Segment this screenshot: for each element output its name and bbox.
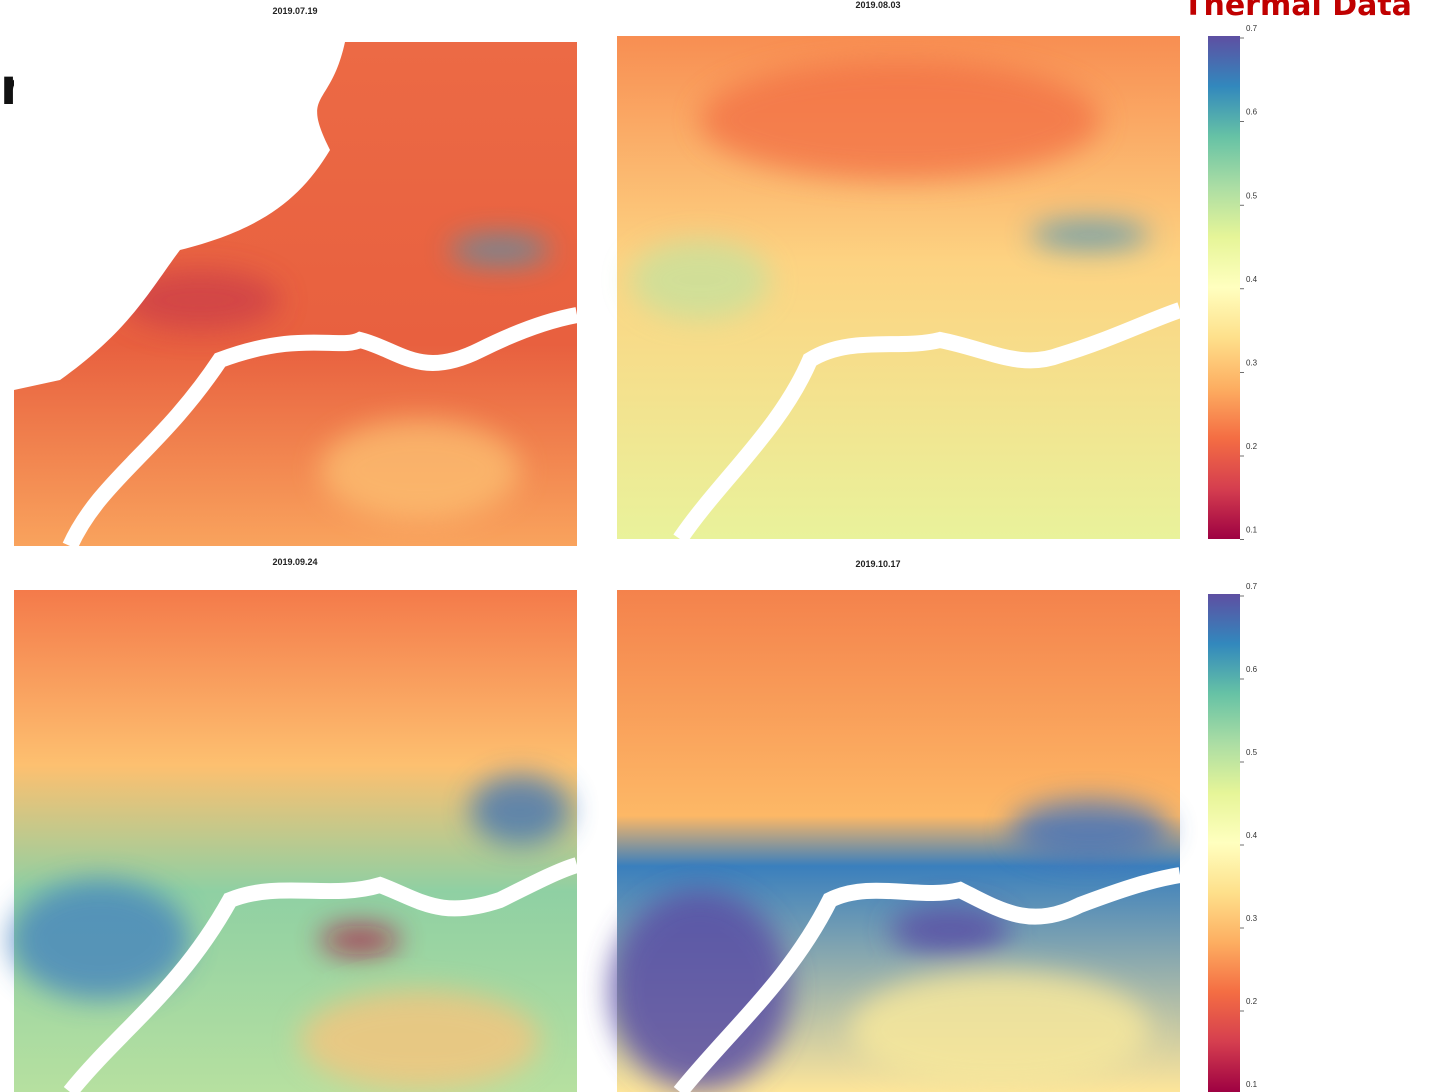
colorbar-tick-label: 0.1: [1246, 1080, 1258, 1089]
colorbar-tick-label: 0.7: [1246, 582, 1258, 591]
colorbar-tick-label: 0.3: [1246, 914, 1258, 923]
colorbar-tick-label: 0.6: [1246, 665, 1258, 674]
maps: 0.7 0.6 0.5 0.4 0.3 0.2 0.1 0.7 0.6 0.5 0.4 0.3 0.2 0…: [0, 0, 1455, 1092]
colorbar-tick-label: 0.5: [1246, 748, 1258, 757]
colorbar-tick-label: 0.3: [1246, 359, 1258, 368]
colorbar-tick-label: 0.2: [1246, 997, 1258, 1006]
colorbar-tick-label: 0.1: [1246, 526, 1258, 535]
colorbar-tick-label: 0.4: [1246, 831, 1258, 840]
colorbar-tick-label: 0.5: [1246, 191, 1258, 200]
colorbar-tick-label: 0.4: [1246, 275, 1258, 284]
colorbar-tick-label: 0.6: [1246, 108, 1258, 117]
slide: ng Thermal Data 2019.07.19 2019.08.03 20…: [0, 0, 1455, 1092]
colorbar-tick-label: 0.7: [1246, 24, 1258, 33]
colorbar-tick-label: 0.2: [1246, 442, 1258, 451]
